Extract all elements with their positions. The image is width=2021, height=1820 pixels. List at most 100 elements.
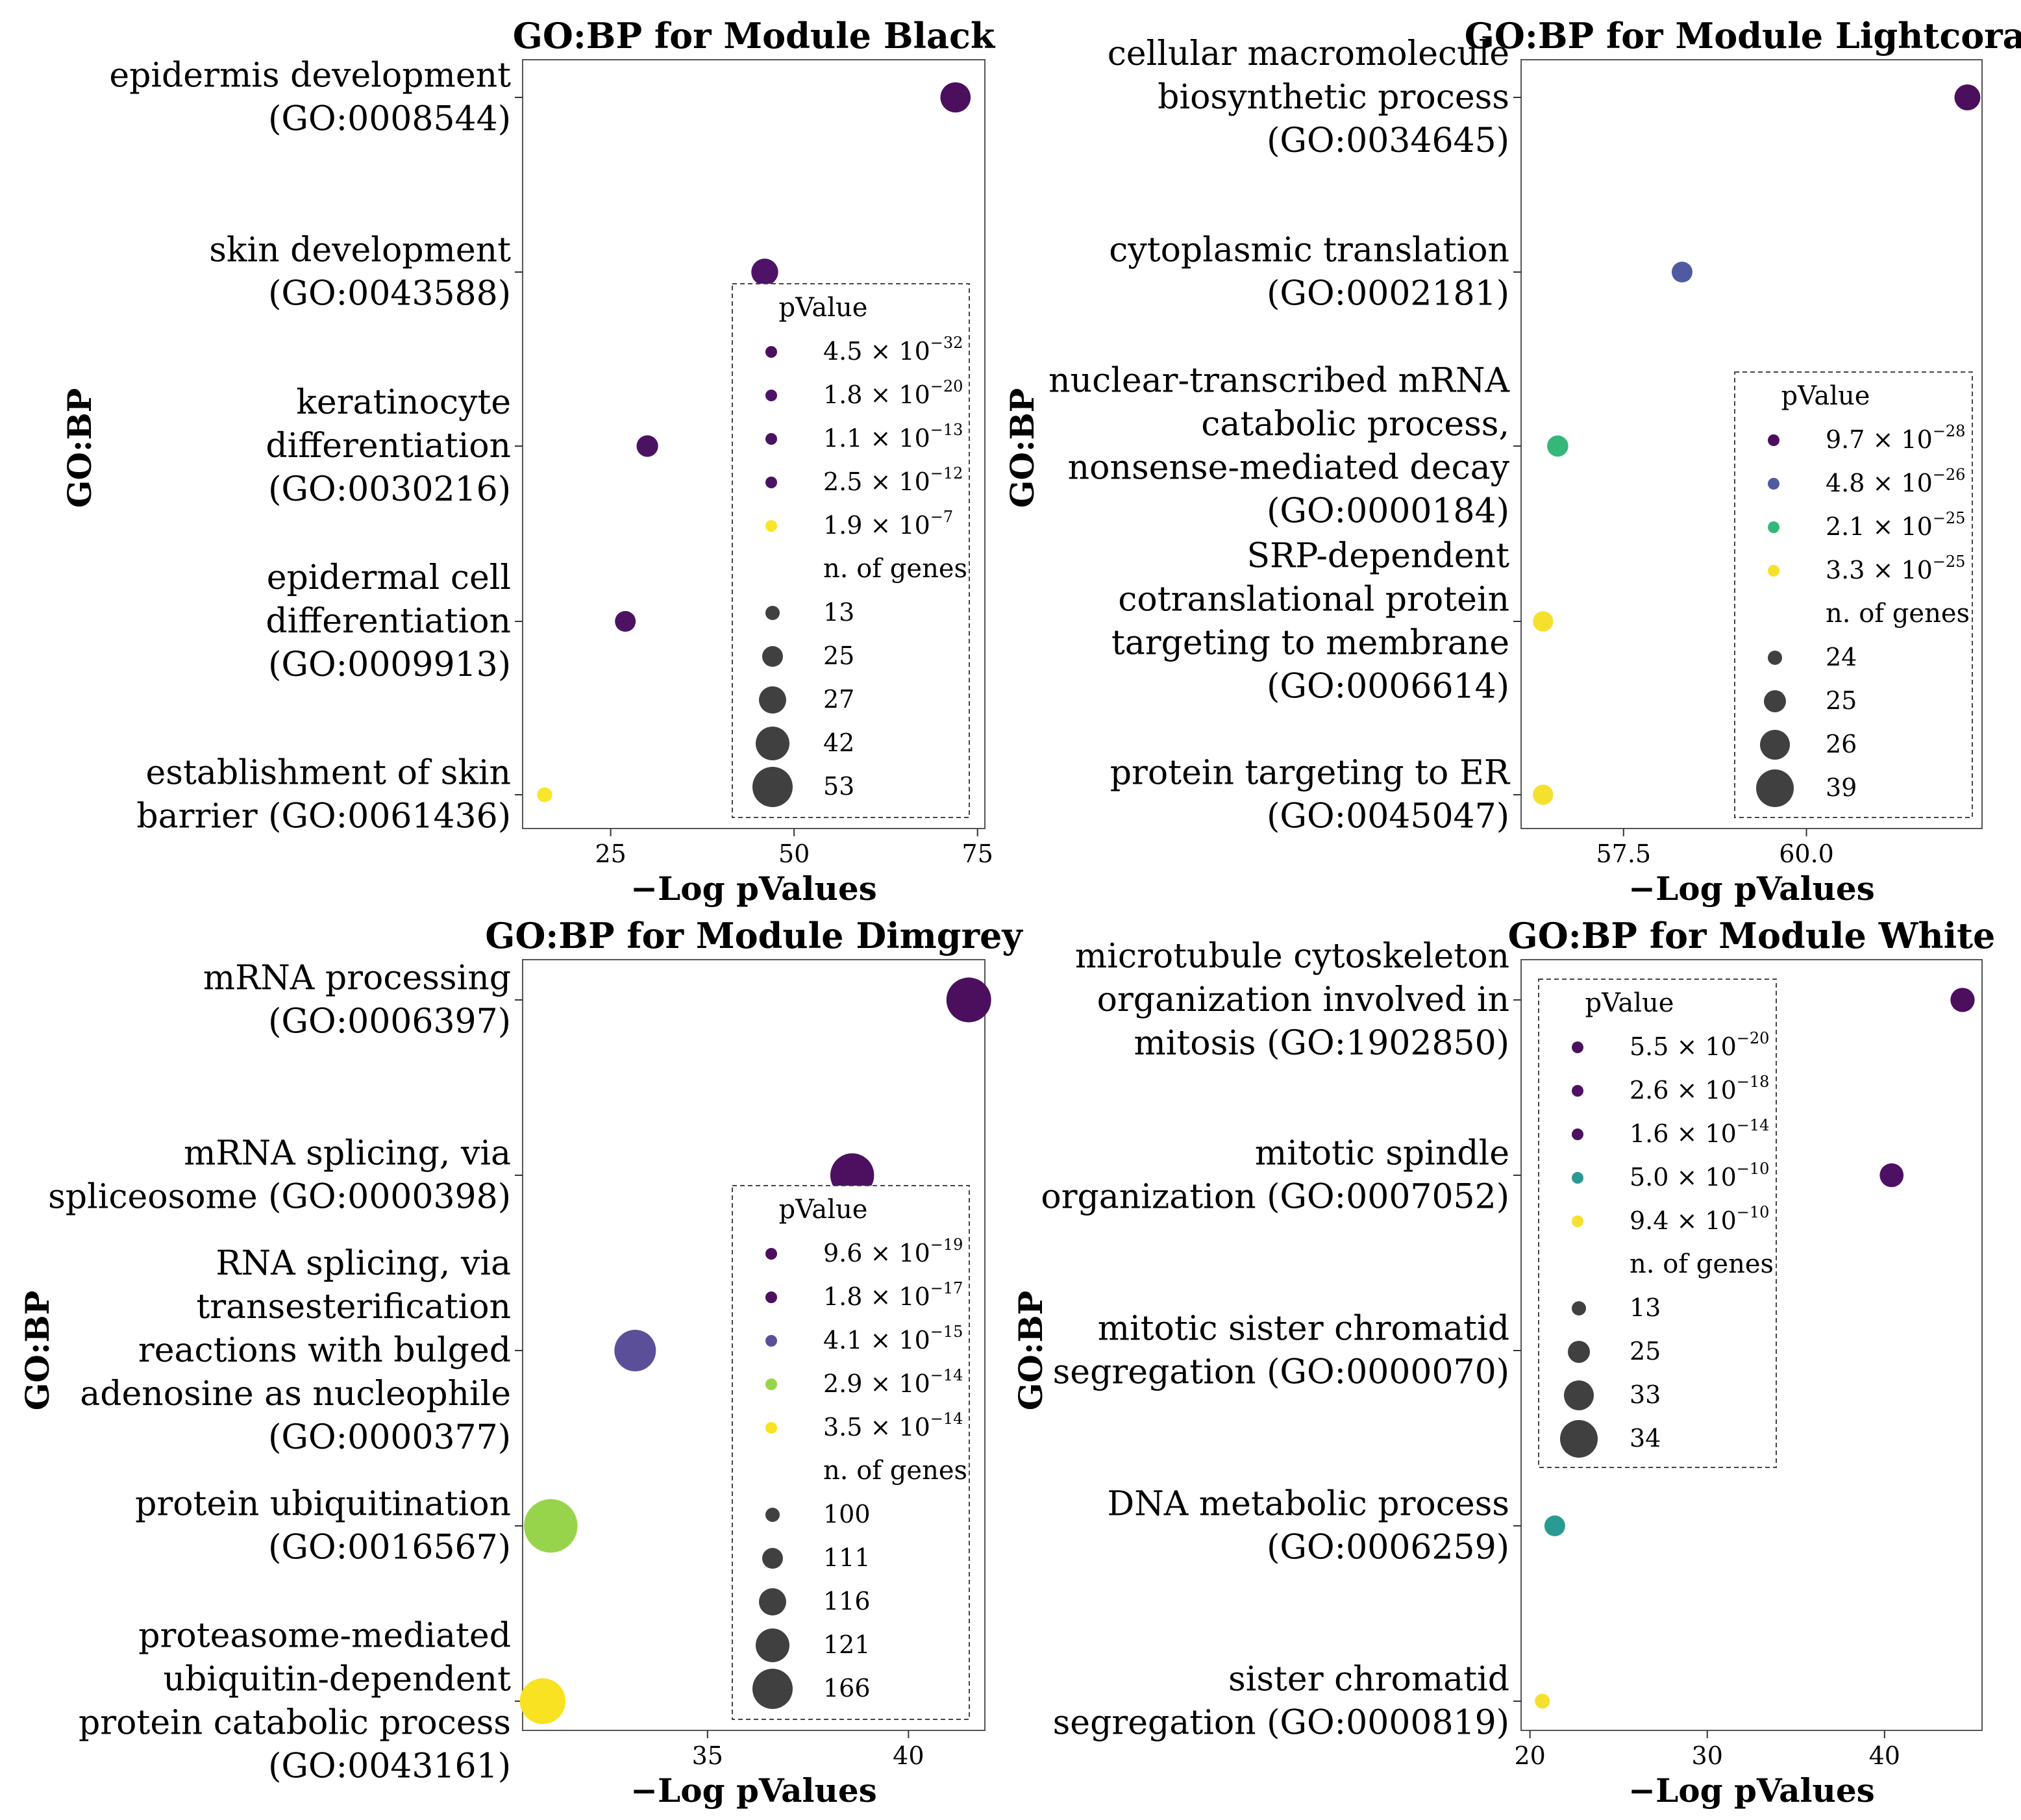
legend-pvalue-label: 9.4 × 10−10 [1630, 1203, 1769, 1235]
legend-pvalue-exponent: −20 [1737, 1029, 1770, 1047]
legend: pValue 4.5 × 10−32 1.8 × 10−20 1.1 × 10−13 2… [732, 283, 970, 818]
data-point [940, 82, 971, 113]
legend-pvalue-label: 9.7 × 10−28 [1826, 422, 1965, 454]
legend-size-label: 42 [823, 729, 854, 757]
plot-frame [1520, 959, 1983, 1731]
legend-size-marker [759, 1588, 786, 1615]
legend-pvalue-exponent: −25 [1933, 553, 1966, 571]
category-label: skin development [209, 231, 511, 270]
x-axis-label: −Log pValues [630, 869, 877, 908]
legend-size-marker [752, 1669, 793, 1709]
category-label: organization involved in [1097, 980, 1509, 1019]
legend-pvalue-marker [1768, 434, 1779, 446]
legend-pvalue-mantissa: 4.8 × 10 [1826, 469, 1933, 497]
category-label: (GO:0008544) [268, 100, 511, 139]
legend-pvalue-exponent: −28 [1933, 422, 1966, 440]
category-label: (GO:0030216) [268, 470, 511, 509]
legend-size-label: 13 [1630, 1293, 1661, 1322]
category-label: (GO:0009913) [268, 645, 511, 684]
legend-pvalue-marker [765, 346, 777, 358]
category-label: cellular macromolecule [1108, 34, 1509, 73]
category-label: protein catabolic process [79, 1704, 511, 1743]
x-tick-label: 40 [1869, 1741, 1900, 1770]
legend-pvalue-mantissa: 2.1 × 10 [1826, 512, 1933, 541]
category-label: barrier (GO:0061436) [136, 797, 511, 836]
chart-title: GO:BP for Module White [1508, 915, 1996, 956]
y-axis-label: GO:BP [1011, 1291, 1050, 1411]
legend-pvalue-mantissa: 5.5 × 10 [1630, 1032, 1737, 1061]
legend-pvalue-exponent: −25 [1933, 509, 1966, 527]
legend-pvalue-mantissa: 9.6 × 10 [823, 1239, 930, 1267]
legend-pvalue-marker [1768, 478, 1779, 490]
chart-title: GO:BP for Module Dimgrey [485, 915, 1023, 956]
legend-size-marker [1764, 690, 1786, 712]
legend-pvalue-marker [765, 1335, 777, 1347]
category-label: cytoplasmic translation [1109, 231, 1509, 270]
chart-title: GO:BP for Module Black [513, 15, 996, 56]
category-label: protein ubiquitination [135, 1485, 511, 1524]
data-point [1954, 84, 1981, 110]
legend-pvalue-label: 2.6 × 10−18 [1630, 1073, 1769, 1104]
legend-pvalue-mantissa: 2.6 × 10 [1630, 1076, 1737, 1104]
legend-pvalue-exponent: −32 [930, 334, 963, 352]
legend-size-marker [1768, 651, 1782, 665]
legend-size-label: 27 [823, 685, 854, 714]
legend-pvalue-exponent: −18 [1737, 1073, 1770, 1091]
legend-pvalue-marker [1768, 521, 1779, 533]
legend-pvalue-mantissa: 3.3 × 10 [1826, 556, 1933, 584]
legend-pvalue-exponent: −13 [930, 421, 963, 439]
legend-pvalue-label: 1.9 × 10−7 [823, 508, 953, 540]
legend-pvalue-label: 1.6 × 10−14 [1630, 1116, 1769, 1148]
category-label: adenosine as nucleophile [80, 1375, 511, 1414]
category-label: SRP-dependent [1246, 537, 1509, 576]
legend-size-marker [762, 1548, 783, 1569]
category-label: mRNA splicing, via [184, 1134, 511, 1173]
panel-0: GO:BP for Module Black −Log pValues GO:BP 2… [60, 15, 996, 908]
category-label: RNA splicing, via [216, 1244, 511, 1283]
category-label: ubiquitin-dependent [164, 1660, 512, 1699]
plot-frame [522, 959, 986, 1731]
category-label: epidermal cell [267, 558, 511, 597]
x-tick-label: 60.0 [1779, 840, 1834, 868]
legend-pvalue-label: 3.3 × 10−25 [1826, 553, 1965, 584]
legend-pvalue-title: pValue [1781, 381, 1870, 411]
legend-pvalue-marker [765, 1378, 777, 1390]
category-label: (GO:0000377) [268, 1418, 511, 1457]
category-label: mitotic sister chromatid [1098, 1310, 1509, 1349]
legend-size-marker [752, 767, 793, 807]
legend-size-marker [1760, 730, 1790, 760]
legend-pvalue-exponent: −17 [930, 1279, 963, 1297]
y-axis-label: GO:BP [1003, 388, 1041, 508]
category-label: (GO:0006614) [1267, 667, 1509, 706]
legend-pvalue-exponent: −12 [930, 464, 963, 482]
category-label: keratinocyte [296, 383, 511, 422]
legend-pvalue-marker [1572, 1085, 1583, 1097]
legend-size-label: 25 [1826, 686, 1857, 715]
legend-pvalue-mantissa: 2.9 × 10 [823, 1369, 930, 1398]
x-tick-label: 25 [595, 840, 626, 868]
category-label: (GO:0016567) [268, 1528, 511, 1567]
legend-pvalue-label: 4.1 × 10−15 [823, 1323, 963, 1354]
category-label: biosynthetic process [1158, 78, 1509, 117]
x-tick-label: 40 [893, 1741, 924, 1770]
legend-size-marker [1572, 1301, 1586, 1315]
category-label: (GO:0034645) [1267, 121, 1509, 160]
data-point [1879, 1163, 1904, 1188]
legend-size-label: 24 [1826, 643, 1857, 671]
legend-size-label: 33 [1630, 1380, 1661, 1409]
data-point [1950, 988, 1975, 1012]
legend-pvalue-marker [765, 1248, 777, 1260]
data-point [519, 1678, 566, 1725]
legend-pvalue-marker [1572, 1041, 1583, 1053]
legend: pValue 5.5 × 10−20 2.6 × 10−18 1.6 × 10−14 5… [1538, 979, 1777, 1468]
data-point [615, 611, 636, 632]
legend-pvalue-exponent: −20 [930, 377, 963, 395]
x-axis-label: −Log pValues [1628, 869, 1875, 908]
legend-size-label: 25 [823, 642, 854, 670]
data-point [1533, 784, 1554, 805]
legend-pvalue-exponent: −10 [1737, 1160, 1770, 1178]
category-label: (GO:0002181) [1267, 275, 1509, 314]
x-tick-label: 30 [1692, 1741, 1723, 1770]
x-tick-label: 35 [692, 1741, 723, 1770]
